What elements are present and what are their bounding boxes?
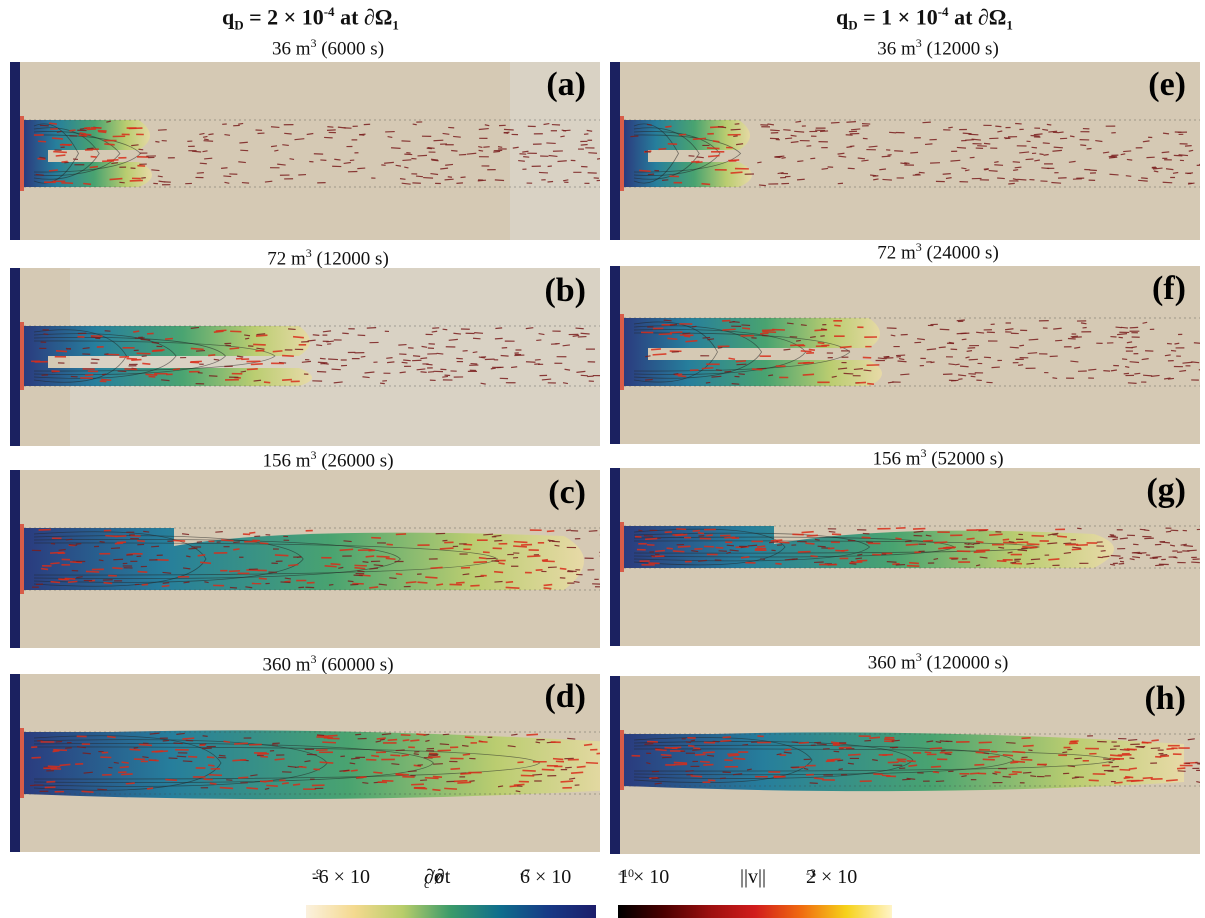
flow-field-c (10, 470, 600, 648)
velocity-colorbar (618, 905, 892, 918)
panel-h: (h) (610, 676, 1200, 854)
panel-label-e: (e) (1148, 66, 1186, 103)
panel-label-c: (c) (548, 474, 586, 511)
caption-g: 156 m3 (52000 s) (872, 446, 1004, 470)
panel-f: (f) (610, 266, 1200, 444)
caption-c: 156 m3 (26000 s) (262, 448, 394, 472)
panel-c: (c) (10, 470, 600, 648)
panel-label-h: (h) (1144, 680, 1186, 717)
velocity-max-label: 2 × 10 -3 (806, 866, 858, 888)
caption-e: 36 m3 (12000 s) (877, 36, 999, 60)
panel-label-g: (g) (1146, 472, 1186, 509)
caption-a: 36 m3 (6000 s) (271, 36, 385, 60)
caption-f: 72 m3 (24000 s) (877, 240, 999, 264)
velocity-title: ||v|| (740, 866, 767, 888)
rate-title: ∂ø c/∂t (424, 866, 451, 891)
colorbar-labels: -6 × 10 -9 ∂ø c/∂t 6 × 10 -7 1 × 10 -10 ||v|… (0, 866, 1205, 896)
panel-d: (d) (10, 674, 600, 852)
flow-field-e (610, 62, 1200, 240)
left-column-heading: qD = 2 × 10-4 at ∂Ω1 (222, 4, 399, 33)
panel-label-d: (d) (544, 678, 586, 715)
rate-colorbar (306, 905, 596, 918)
panel-b: (b) (10, 268, 600, 446)
panel-a: (a) (10, 62, 600, 240)
velocity-min-label: 1 × 10 -10 (618, 866, 670, 888)
flow-field-b (10, 268, 600, 446)
caption-h: 360 m3 (120000 s) (867, 650, 1009, 674)
rate-max-label: 6 × 10 -7 (520, 866, 572, 888)
rate-min-label: -6 × 10 -9 (312, 866, 370, 888)
panel-label-b: (b) (544, 272, 586, 309)
panel-label-f: (f) (1152, 270, 1186, 307)
panel-e: (e) (610, 62, 1200, 240)
flow-field-d (10, 674, 600, 852)
panel-g: (g) (610, 468, 1200, 646)
caption-b: 72 m3 (12000 s) (267, 246, 389, 270)
flow-field-f (610, 266, 1200, 444)
flow-field-h (610, 676, 1200, 854)
flow-field-g (610, 468, 1200, 646)
flow-field-a (10, 62, 600, 240)
panel-label-a: (a) (546, 66, 586, 103)
caption-d: 360 m3 (60000 s) (262, 652, 394, 676)
right-column-heading: qD = 1 × 10-4 at ∂Ω1 (836, 4, 1013, 33)
